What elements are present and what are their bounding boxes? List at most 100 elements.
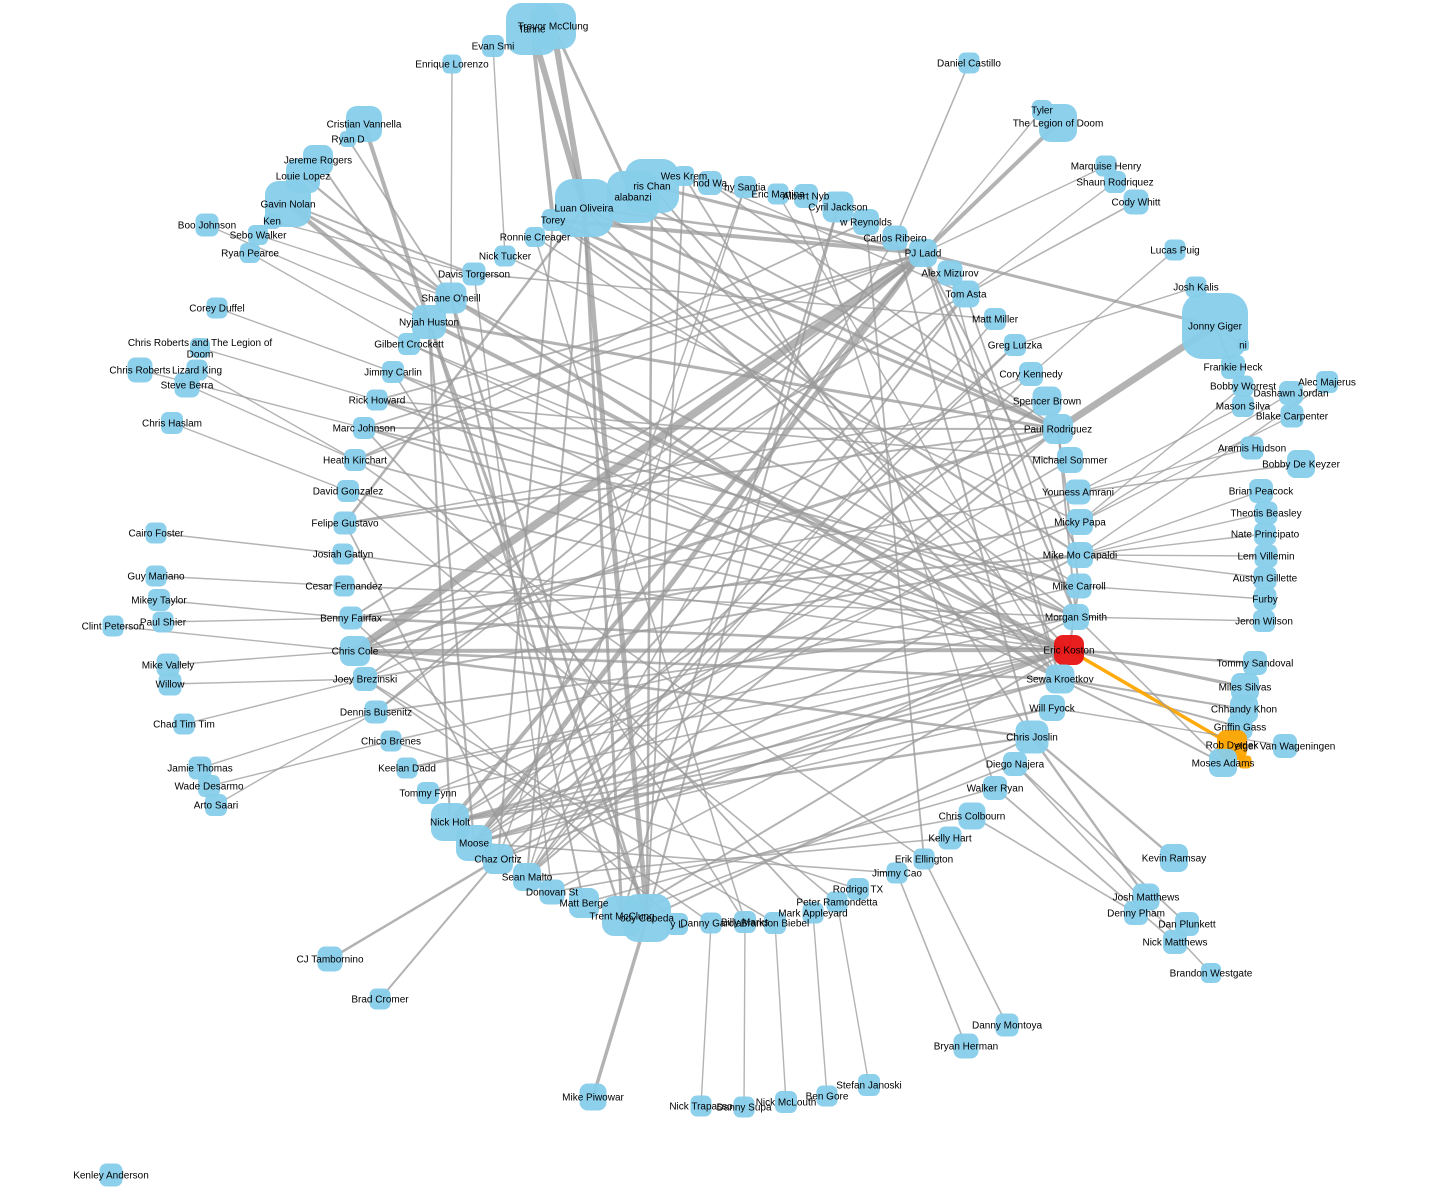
graph-node-chris-haslam[interactable] (161, 412, 183, 434)
graph-node-sean-malto[interactable] (513, 863, 541, 891)
graph-node-jimmy-cao[interactable] (886, 862, 908, 884)
graph-node-legion-of-doom[interactable] (1039, 104, 1077, 142)
graph-node-brandon-westgate[interactable] (1201, 963, 1221, 983)
graph-node-steve-berra[interactable] (174, 372, 200, 398)
graph-node-miles-silvas[interactable] (1231, 673, 1259, 701)
graph-node-guy-mariano[interactable] (145, 565, 167, 587)
graph-node-joey-brezinski[interactable] (353, 667, 377, 691)
graph-node-shaun-rodriquez[interactable] (1104, 171, 1126, 193)
graph-node-trent-mcclung[interactable] (602, 896, 642, 936)
graph-node-eric-martina[interactable] (767, 183, 789, 205)
graph-node-bobby-de-keyzer[interactable] (1287, 450, 1315, 478)
graph-node-keelan-dadd[interactable] (396, 757, 418, 779)
graph-node-zeiger[interactable] (1273, 734, 1297, 758)
graph-node-youness-amrani[interactable] (1065, 479, 1091, 505)
graph-node-dashawn-jordan[interactable] (1279, 381, 1303, 405)
graph-node-nyjah-huston[interactable] (412, 305, 446, 339)
graph-node-wes-kremer[interactable] (674, 166, 694, 186)
graph-node-nick-matthews[interactable] (1163, 930, 1187, 954)
graph-node-andrew-reynolds[interactable] (853, 209, 879, 235)
graph-node-sewa-kroetkov[interactable] (1045, 664, 1075, 694)
graph-node-kelly-hart[interactable] (938, 826, 962, 850)
graph-node-chris-joslin[interactable] (1015, 720, 1049, 754)
graph-node-brandon-biebel[interactable] (764, 912, 786, 934)
graph-node-austyn-gillette[interactable] (1253, 566, 1277, 590)
graph-node-albert-nyberg[interactable] (794, 184, 818, 208)
graph-node-nick-holt[interactable] (431, 803, 469, 841)
graph-node-willow[interactable] (158, 672, 182, 696)
graph-node-eric-koston[interactable] (1054, 635, 1084, 665)
graph-node-benny-fairfax[interactable] (339, 606, 363, 630)
graph-node-lem-villemin[interactable] (1254, 544, 1278, 568)
graph-node-mike-piwowar[interactable] (579, 1083, 607, 1111)
graph-node-shane-oneill[interactable] (435, 282, 467, 314)
graph-node-pj-ladd[interactable] (909, 239, 937, 267)
graph-node-ryan-pearce[interactable] (240, 243, 260, 263)
graph-node-sebo-walker[interactable] (248, 225, 268, 245)
graph-node-brad-cromer[interactable] (369, 988, 391, 1010)
graph-node-mikey-taylor[interactable] (148, 589, 170, 611)
graph-node-wade-desarmo[interactable] (198, 775, 220, 797)
graph-node-chris-cole[interactable] (340, 636, 370, 666)
graph-node-cyril-jackson[interactable] (822, 191, 854, 223)
graph-node-jimmy-carlin[interactable] (382, 361, 404, 383)
graph-node-erik-ellington[interactable] (913, 848, 935, 870)
graph-node-nick-tucker[interactable] (494, 245, 516, 267)
graph-node-matt-miller[interactable] (984, 308, 1006, 330)
graph-node-enrique-lorenzo[interactable] (442, 54, 462, 74)
graph-node-boo-johnson[interactable] (195, 213, 219, 237)
graph-node-chico-brenes[interactable] (380, 730, 402, 752)
graph-node-aramis-hudson[interactable] (1240, 436, 1264, 460)
graph-node-nate-principato[interactable] (1254, 523, 1276, 545)
graph-node-alex-mizurov[interactable] (937, 260, 963, 286)
graph-node-peter-ramondetta[interactable] (826, 891, 848, 913)
graph-node-heath-kirchart[interactable] (344, 449, 366, 471)
graph-node-brian-peacock[interactable] (1249, 479, 1273, 503)
graph-node-davis-torgerson[interactable] (462, 262, 486, 286)
graph-node-nick-trapasso[interactable] (690, 1095, 712, 1117)
graph-node-cristian-vannella[interactable] (346, 106, 382, 142)
graph-node-felipe-gustavo[interactable] (333, 511, 357, 535)
graph-node-mike-mo[interactable] (1067, 542, 1093, 568)
graph-node-greg-lutzka[interactable] (1004, 334, 1026, 356)
graph-node-marc-johnson[interactable] (353, 417, 375, 439)
graph-node-will-fyock[interactable] (1039, 695, 1065, 721)
graph-node-ben-gore[interactable] (816, 1085, 838, 1107)
graph-node-jonny-giger[interactable] (1182, 293, 1248, 359)
graph-node-denny-pham[interactable] (1124, 901, 1148, 925)
graph-node-jamie-thomas[interactable] (188, 756, 212, 780)
graph-node-luan-oliveira[interactable] (555, 179, 613, 237)
graph-node-cody-whitt[interactable] (1123, 189, 1149, 215)
graph-node-arto-saari[interactable] (205, 794, 227, 816)
graph-node-danny-supa[interactable] (733, 1096, 755, 1118)
graph-node-spencer-brown[interactable] (1032, 386, 1062, 416)
graph-node-trevor-mcclung[interactable] (530, 3, 576, 49)
graph-node-danny-garcia[interactable] (700, 912, 722, 934)
graph-node-paul-shier[interactable] (152, 611, 174, 633)
graph-node-rodrigo-tx[interactable] (847, 878, 869, 900)
graph-node-chris-roberts[interactable] (127, 357, 153, 383)
graph-node-alec-majerus[interactable] (1316, 371, 1338, 393)
graph-node-moses-adams[interactable] (1209, 749, 1237, 777)
graph-node-josiah-gatlyn[interactable] (332, 543, 354, 565)
graph-node-frankie-heck[interactable] (1221, 355, 1245, 379)
graph-node-theotis-beasley[interactable] (1254, 501, 1278, 525)
graph-node-kevin-ramsay[interactable] (1160, 844, 1188, 872)
graph-node-tom-asta[interactable] (952, 280, 980, 308)
graph-node-matt-berger[interactable] (569, 888, 599, 918)
graph-node-stefan-janoski[interactable] (858, 1074, 880, 1096)
graph-node-mike-vallely[interactable] (156, 653, 180, 677)
graph-node-jeron-wilson[interactable] (1253, 610, 1275, 632)
graph-node-chad-tim-tim[interactable] (173, 713, 195, 735)
graph-node-bobby-worrest[interactable] (1232, 375, 1254, 397)
graph-node-tommy-fynn[interactable] (417, 782, 439, 804)
graph-node-corey-duffel[interactable] (206, 297, 228, 319)
graph-node-mark-appleyard[interactable] (802, 902, 824, 924)
graph-node-david-gonzalez[interactable] (337, 480, 359, 502)
graph-node-dan-plunkett[interactable] (1175, 912, 1199, 936)
graph-node-blake-carpenter[interactable] (1280, 404, 1304, 428)
graph-node-tommy-sandoval[interactable] (1243, 651, 1267, 675)
graph-node-donovan-strain[interactable] (539, 879, 565, 905)
graph-node-manny-santiago[interactable] (734, 176, 756, 198)
